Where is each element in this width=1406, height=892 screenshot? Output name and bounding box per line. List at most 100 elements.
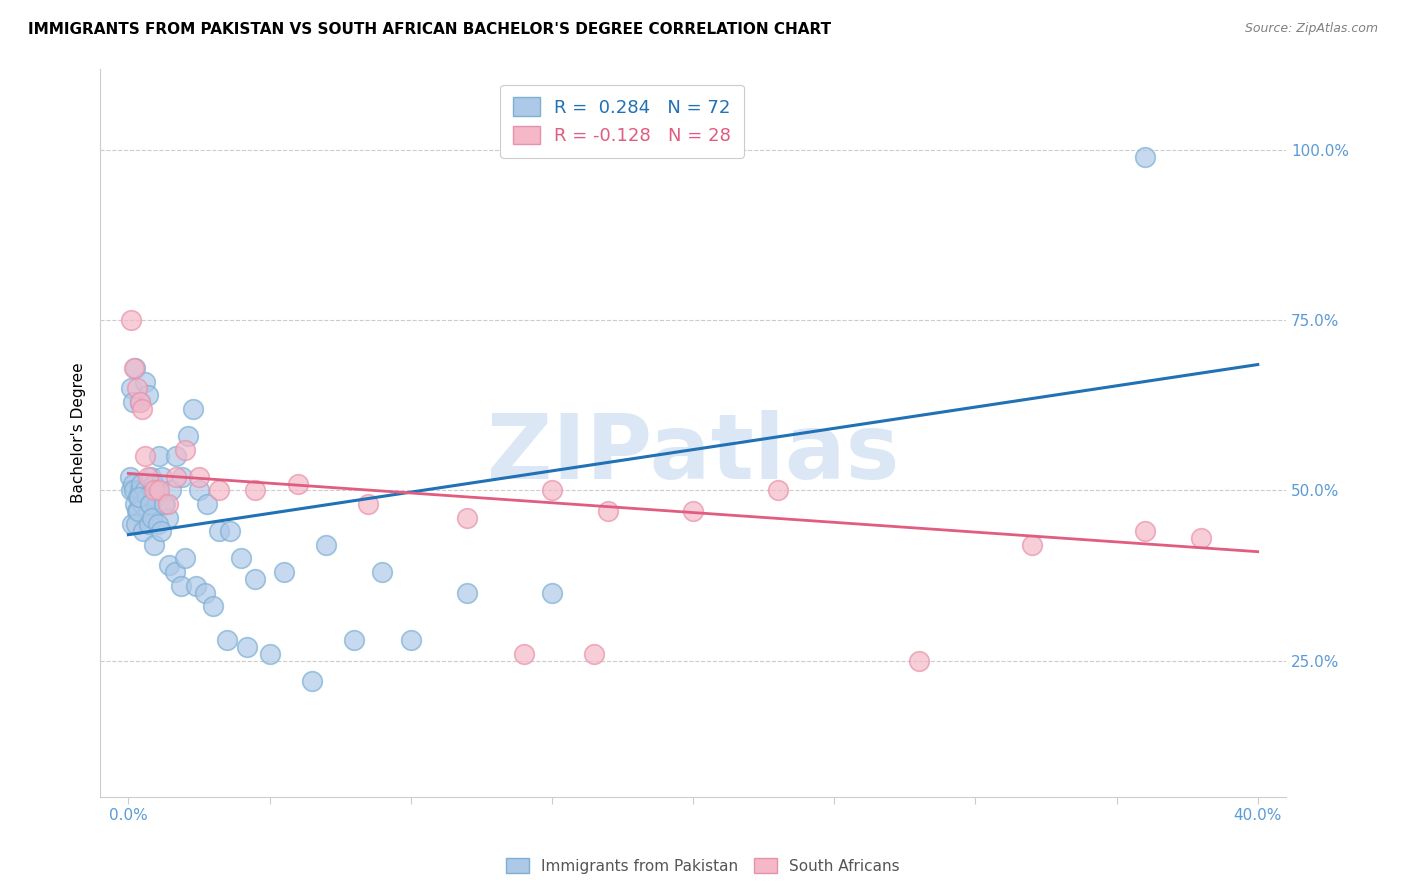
Point bbox=[141, 483, 163, 498]
Point bbox=[456, 510, 478, 524]
Point bbox=[197, 497, 219, 511]
Point bbox=[134, 483, 156, 498]
Point bbox=[131, 401, 153, 416]
Point bbox=[245, 483, 267, 498]
Point bbox=[682, 504, 704, 518]
Point bbox=[170, 470, 193, 484]
Point bbox=[259, 647, 281, 661]
Point bbox=[343, 633, 366, 648]
Point bbox=[127, 504, 149, 518]
Point bbox=[148, 483, 170, 498]
Point bbox=[145, 483, 167, 498]
Point bbox=[118, 470, 141, 484]
Point bbox=[156, 497, 179, 511]
Point bbox=[176, 429, 198, 443]
Point bbox=[124, 360, 146, 375]
Point bbox=[136, 470, 159, 484]
Point bbox=[124, 497, 146, 511]
Point bbox=[541, 483, 564, 498]
Point bbox=[143, 538, 166, 552]
Point bbox=[766, 483, 789, 498]
Point bbox=[120, 381, 142, 395]
Point bbox=[121, 476, 143, 491]
Point bbox=[142, 476, 165, 491]
Point bbox=[163, 565, 186, 579]
Point bbox=[181, 401, 204, 416]
Point bbox=[541, 585, 564, 599]
Text: IMMIGRANTS FROM PAKISTAN VS SOUTH AFRICAN BACHELOR'S DEGREE CORRELATION CHART: IMMIGRANTS FROM PAKISTAN VS SOUTH AFRICA… bbox=[28, 22, 831, 37]
Point bbox=[128, 490, 150, 504]
Point bbox=[371, 565, 394, 579]
Point bbox=[148, 450, 170, 464]
Point bbox=[208, 483, 231, 498]
Point bbox=[132, 524, 155, 539]
Point bbox=[134, 375, 156, 389]
Point bbox=[136, 388, 159, 402]
Point bbox=[153, 497, 176, 511]
Legend: R =  0.284   N = 72, R = -0.128   N = 28: R = 0.284 N = 72, R = -0.128 N = 28 bbox=[501, 85, 744, 158]
Point bbox=[315, 538, 337, 552]
Point bbox=[217, 633, 239, 648]
Point bbox=[128, 395, 150, 409]
Point bbox=[273, 565, 295, 579]
Point bbox=[598, 504, 620, 518]
Point bbox=[136, 504, 159, 518]
Point bbox=[187, 470, 209, 484]
Point bbox=[236, 640, 259, 654]
Point bbox=[173, 551, 195, 566]
Point bbox=[122, 483, 145, 498]
Text: Source: ZipAtlas.com: Source: ZipAtlas.com bbox=[1244, 22, 1378, 36]
Point bbox=[1133, 150, 1156, 164]
Point bbox=[512, 647, 534, 661]
Point bbox=[184, 579, 207, 593]
Point bbox=[1021, 538, 1043, 552]
Point bbox=[146, 517, 169, 532]
Point bbox=[138, 517, 160, 532]
Point bbox=[135, 490, 157, 504]
Point bbox=[165, 450, 187, 464]
Point bbox=[1189, 531, 1212, 545]
Point bbox=[456, 585, 478, 599]
Point bbox=[139, 497, 162, 511]
Point bbox=[128, 483, 150, 498]
Point bbox=[138, 497, 160, 511]
Point bbox=[399, 633, 422, 648]
Point bbox=[139, 470, 162, 484]
Point bbox=[141, 510, 163, 524]
Point bbox=[208, 524, 231, 539]
Point bbox=[134, 450, 156, 464]
Point bbox=[125, 504, 148, 518]
Point bbox=[159, 483, 181, 498]
Point bbox=[908, 654, 931, 668]
Point bbox=[194, 585, 217, 599]
Point bbox=[121, 517, 143, 532]
Legend: Immigrants from Pakistan, South Africans: Immigrants from Pakistan, South Africans bbox=[501, 852, 905, 880]
Point bbox=[131, 497, 153, 511]
Point bbox=[125, 517, 148, 532]
Point bbox=[152, 497, 174, 511]
Point bbox=[150, 470, 173, 484]
Point bbox=[127, 490, 149, 504]
Point bbox=[245, 572, 267, 586]
Point bbox=[142, 483, 165, 498]
Point bbox=[149, 524, 172, 539]
Point bbox=[157, 558, 180, 573]
Point bbox=[219, 524, 242, 539]
Text: ZIPatlas: ZIPatlas bbox=[486, 410, 900, 499]
Point bbox=[1133, 524, 1156, 539]
Point bbox=[125, 381, 148, 395]
Point bbox=[231, 551, 253, 566]
Point bbox=[287, 476, 309, 491]
Point bbox=[173, 442, 195, 457]
Point bbox=[169, 579, 191, 593]
Point bbox=[143, 490, 166, 504]
Point bbox=[122, 360, 145, 375]
Point bbox=[301, 673, 323, 688]
Point bbox=[165, 470, 187, 484]
Point bbox=[120, 483, 142, 498]
Point bbox=[129, 476, 152, 491]
Y-axis label: Bachelor's Degree: Bachelor's Degree bbox=[72, 362, 86, 503]
Point bbox=[357, 497, 380, 511]
Point bbox=[202, 599, 225, 614]
Point bbox=[122, 395, 145, 409]
